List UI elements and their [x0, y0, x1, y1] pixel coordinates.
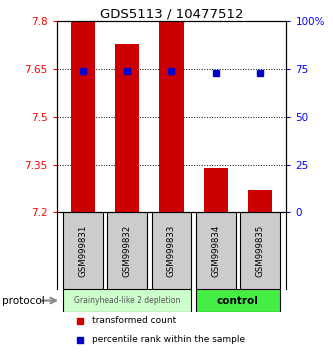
Text: transformed count: transformed count	[92, 316, 176, 325]
Bar	[71, 21, 95, 212]
Bar	[196, 289, 280, 312]
Title: GDS5113 / 10477512: GDS5113 / 10477512	[100, 7, 243, 20]
Text: GSM999833: GSM999833	[167, 224, 176, 277]
Bar	[196, 212, 235, 289]
Text: protocol: protocol	[2, 296, 44, 306]
Bar	[160, 21, 183, 212]
Bar	[63, 212, 103, 289]
Bar	[248, 190, 272, 212]
Bar	[115, 44, 140, 212]
Text: percentile rank within the sample: percentile rank within the sample	[92, 335, 245, 344]
Bar	[240, 212, 280, 289]
Bar	[203, 168, 228, 212]
Bar	[108, 212, 147, 289]
Text: Grainyhead-like 2 depletion: Grainyhead-like 2 depletion	[74, 296, 180, 305]
Text: GSM999831: GSM999831	[79, 224, 88, 277]
Text: GSM999834: GSM999834	[211, 224, 220, 277]
Text: control: control	[217, 296, 259, 306]
Text: GSM999832: GSM999832	[123, 224, 132, 277]
Bar	[63, 289, 191, 312]
Bar	[152, 212, 191, 289]
Text: GSM999835: GSM999835	[255, 224, 264, 277]
